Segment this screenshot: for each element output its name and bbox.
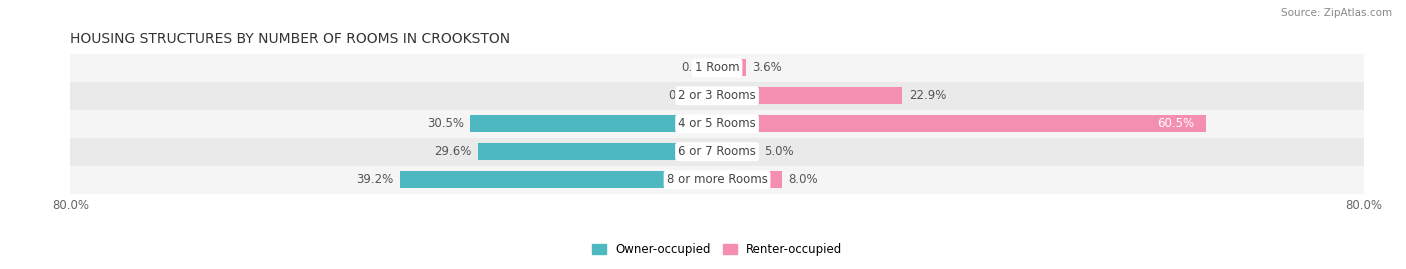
Text: 2 or 3 Rooms: 2 or 3 Rooms xyxy=(678,89,756,102)
Legend: Owner-occupied, Renter-occupied: Owner-occupied, Renter-occupied xyxy=(586,238,848,260)
Text: 3.6%: 3.6% xyxy=(752,61,782,74)
Text: 39.2%: 39.2% xyxy=(357,173,394,186)
Bar xyxy=(70,166,1364,194)
Text: HOUSING STRUCTURES BY NUMBER OF ROOMS IN CROOKSTON: HOUSING STRUCTURES BY NUMBER OF ROOMS IN… xyxy=(70,32,510,46)
Bar xyxy=(717,171,782,188)
Bar xyxy=(70,82,1364,110)
Text: 6 or 7 Rooms: 6 or 7 Rooms xyxy=(678,145,756,158)
Bar xyxy=(70,54,1364,82)
Text: 8 or more Rooms: 8 or more Rooms xyxy=(666,173,768,186)
Bar xyxy=(70,138,1364,166)
Text: 4 or 5 Rooms: 4 or 5 Rooms xyxy=(678,117,756,130)
Text: 0.65%: 0.65% xyxy=(668,89,706,102)
Bar xyxy=(711,87,717,104)
Text: 60.5%: 60.5% xyxy=(1157,117,1194,130)
Bar xyxy=(717,115,1206,132)
Bar xyxy=(717,143,758,160)
Text: 22.9%: 22.9% xyxy=(908,89,946,102)
Text: 1 Room: 1 Room xyxy=(695,61,740,74)
Text: 0.0%: 0.0% xyxy=(681,61,710,74)
Bar xyxy=(717,87,903,104)
Text: 29.6%: 29.6% xyxy=(434,145,471,158)
Text: Source: ZipAtlas.com: Source: ZipAtlas.com xyxy=(1281,8,1392,18)
Text: 5.0%: 5.0% xyxy=(763,145,793,158)
Text: 30.5%: 30.5% xyxy=(427,117,464,130)
Bar xyxy=(471,115,717,132)
Bar xyxy=(70,110,1364,138)
Bar xyxy=(478,143,717,160)
Text: 8.0%: 8.0% xyxy=(789,173,818,186)
Bar xyxy=(401,171,717,188)
Bar xyxy=(717,59,747,76)
